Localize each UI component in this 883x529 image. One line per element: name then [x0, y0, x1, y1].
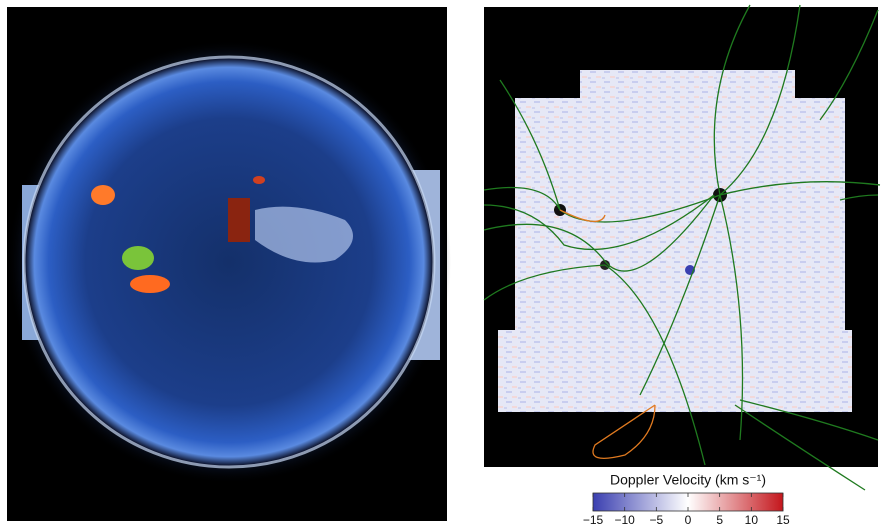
colorbar-tick-label: 15	[776, 513, 790, 527]
colorbar-tick-label: −15	[583, 513, 604, 527]
colorbar-tick-label: 5	[716, 513, 723, 527]
colorbar-tick-label: −10	[614, 513, 635, 527]
colorbar: Doppler Velocity (km s⁻¹) −15 −10 −5 0 5 10 15	[583, 472, 790, 527]
figure: Doppler Velocity (km s⁻¹) −15 −10 −5 0 5 10 15	[0, 0, 883, 529]
euv-image	[7, 7, 451, 521]
colorbar-tick-label: 0	[685, 513, 692, 527]
colorbar-tick-label: −5	[649, 513, 663, 527]
colorbar-tick-label: 10	[745, 513, 759, 527]
doppler-map	[484, 5, 880, 490]
colorbar-title: Doppler Velocity (km s⁻¹)	[610, 472, 766, 488]
